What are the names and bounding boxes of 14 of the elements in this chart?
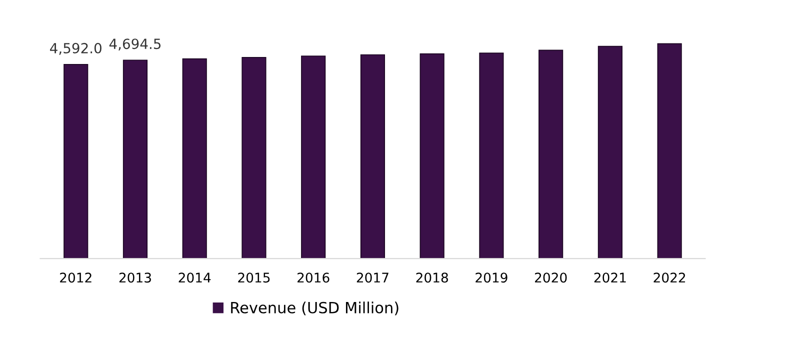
x-tick-label: 2021 — [594, 272, 626, 283]
x-tick-label: 2019 — [476, 272, 508, 283]
x-tick-label: 2012 — [60, 272, 92, 283]
x-tick-label: 2018 — [416, 272, 448, 283]
x-tick-label: 2013 — [119, 272, 151, 283]
x-tick-label: 2015 — [238, 272, 270, 283]
x-tick-label: 2014 — [178, 272, 211, 283]
data-label: 4,694.5 — [109, 38, 161, 51]
data-label: 4,592.0 — [50, 42, 102, 55]
x-tick-label: 2016 — [298, 272, 330, 283]
legend-label: Revenue (USD Million) — [231, 302, 398, 316]
x-tick-label: 2022 — [654, 272, 686, 283]
x-tick-label: 2017 — [356, 272, 388, 283]
x-tick-label: 2020 — [535, 272, 567, 283]
